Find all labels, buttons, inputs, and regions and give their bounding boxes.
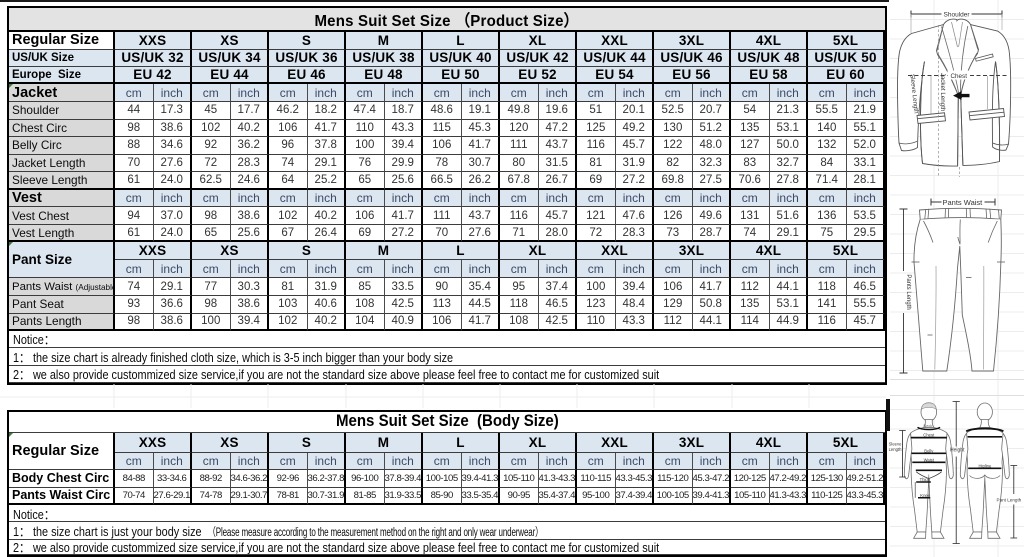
svg-text:Belly: Belly (924, 448, 934, 453)
svg-text:Chest: Chest (951, 73, 968, 80)
svg-text:Pants Length: Pants Length (905, 274, 911, 309)
svg-text:Jacket Length: Jacket Length (939, 73, 946, 112)
svg-text:Length: Length (889, 447, 902, 452)
svg-text:Knee: Knee (920, 493, 930, 498)
svg-text:Neck: Neck (924, 424, 933, 428)
svg-text:Thigh: Thigh (920, 477, 931, 482)
svg-text:Shoulder: Shoulder (944, 11, 971, 18)
svg-text:Pants Waist: Pants Waist (943, 198, 984, 207)
svg-text:Height: Height (950, 448, 965, 454)
svg-text:Pant Length: Pant Length (997, 498, 1022, 503)
svg-text:Chest: Chest (923, 433, 935, 438)
svg-text:Sleeve: Sleeve (889, 442, 902, 447)
svg-text:Sleeve Length: Sleeve Length (908, 74, 919, 115)
svg-text:Waist: Waist (924, 457, 935, 462)
svg-text:Hipline: Hipline (979, 463, 992, 468)
